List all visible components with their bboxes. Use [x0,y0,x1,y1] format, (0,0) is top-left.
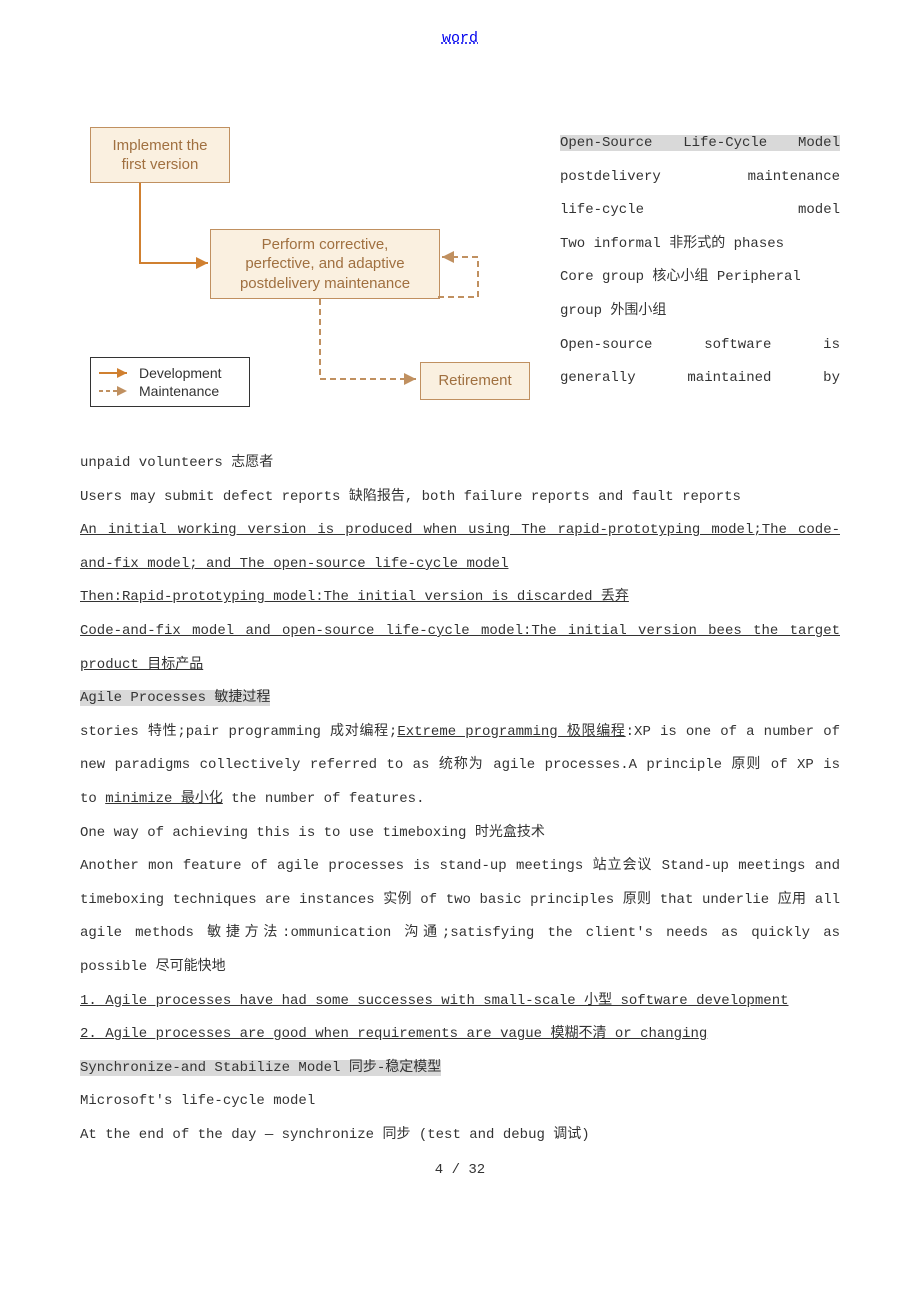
page-number: 4 / 32 [80,1162,840,1178]
rt-3b: model [798,194,840,228]
legend-box: Development Maintenance [90,357,250,407]
p9: Another mon feature of agile processes i… [80,850,840,984]
rt-7c: is [823,329,840,363]
legend-dev-arrow-icon [99,368,133,378]
p2: Users may submit defect reports 缺陷报告, bo… [80,481,840,515]
heading-open-source: Open-Source Life-Cycle Model [560,135,840,151]
rt-6: group 外围小组 [560,295,840,329]
arrow-dev-1 [140,183,240,243]
p8: One way of achieving this is to use time… [80,817,840,851]
rt-3a: life-cycle [560,194,644,228]
rt-8b: maintained [687,362,771,396]
header-word-link[interactable]: word [80,30,840,47]
p5: Code-and-fix model and open-source life-… [80,615,840,682]
legend-dev-label: Development [139,365,222,381]
rt-4: Two informal 非形式的 phases [560,228,840,262]
box-implement: Implement the first version [90,127,230,183]
legend-maint-arrow-icon [99,386,133,396]
p14: At the end of the day — synchronize 同步 (… [80,1119,840,1153]
p3: An initial working version is produced w… [80,514,840,581]
rt-7a: Open-source [560,329,652,363]
p13: Microsoft's life-cycle model [80,1085,840,1119]
box-maintenance: Perform corrective, perfective, and adap… [210,229,440,299]
body-text: unpaid volunteers 志愿者 Users may submit d… [80,447,840,1152]
p1: unpaid volunteers 志愿者 [80,447,840,481]
rt-7b: software [704,329,771,363]
p7: stories 特性;pair programming 成对编程;Extreme… [80,716,840,817]
p12: Synchronize-and Stabilize Model 同步-稳定模型 [80,1060,441,1076]
p4: Then:Rapid-prototyping model:The initial… [80,581,840,615]
arrow-maint-loop [438,257,508,327]
rt-8a: generally [560,362,636,396]
rt-8c: by [823,362,840,396]
right-column-text: Open-Source Life-Cycle Model postdeliver… [560,127,840,427]
lifecycle-diagram: Implement the first version Perform corr… [80,127,540,427]
p6: Agile Processes 敏捷过程 [80,690,270,706]
rt-5: Core group 核心小组 Peripheral [560,261,840,295]
rt-2a: postdelivery [560,161,661,195]
p11: 2. Agile processes are good when require… [80,1018,840,1052]
p10: 1. Agile processes have had some success… [80,985,840,1019]
rt-2b: maintenance [748,161,840,195]
legend-maint-label: Maintenance [139,383,219,399]
